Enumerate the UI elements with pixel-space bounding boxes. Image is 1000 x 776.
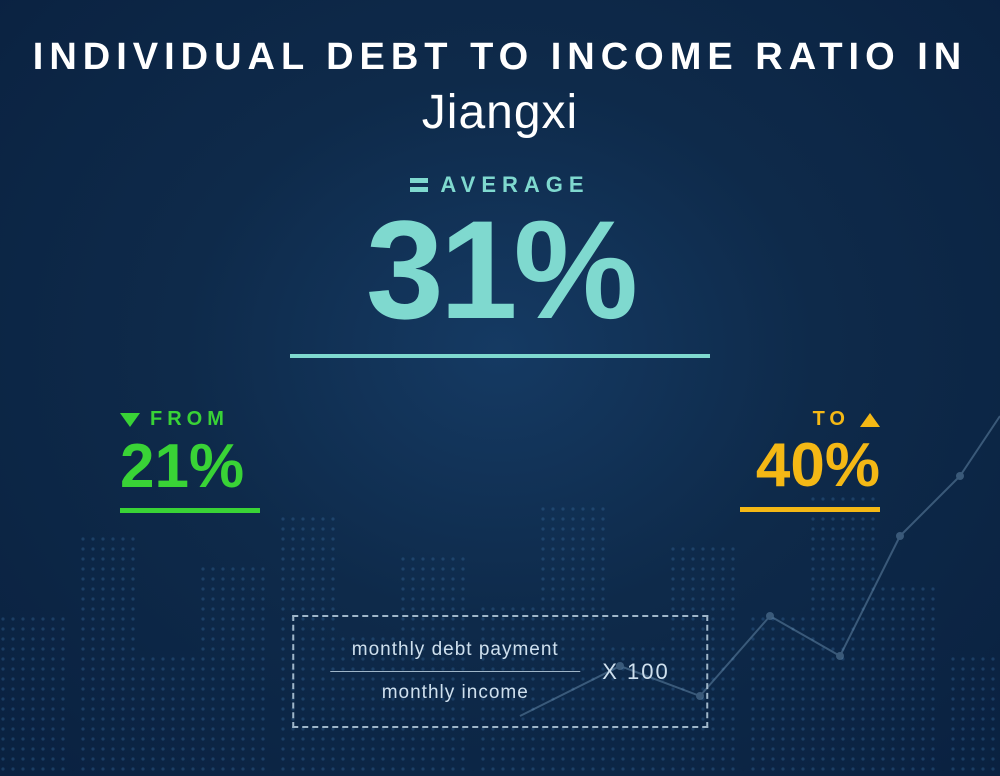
to-label-row: TO [813, 408, 880, 431]
equals-icon [410, 178, 428, 192]
from-value: 21% [120, 436, 260, 498]
triangle-down-icon [120, 413, 140, 427]
to-underline [740, 507, 880, 512]
content-wrapper: INDIVIDUAL DEBT TO INCOME RATIO IN Jiang… [0, 0, 1000, 776]
title-block: INDIVIDUAL DEBT TO INCOME RATIO IN Jiang… [0, 0, 1000, 140]
title-line-1: INDIVIDUAL DEBT TO INCOME RATIO IN [0, 36, 1000, 79]
average-block: AVERAGE 31% [0, 170, 1000, 358]
formula-box: monthly debt payment monthly income X 10… [292, 615, 708, 728]
from-label: FROM [150, 408, 229, 431]
from-label-row: FROM [120, 408, 229, 431]
title-line-2: Jiangxi [0, 85, 1000, 140]
formula-fraction: monthly debt payment monthly income [330, 635, 580, 708]
range-row: FROM 21% TO 40% [0, 408, 1000, 513]
formula-numerator: monthly debt payment [346, 635, 565, 665]
triangle-up-icon [860, 413, 880, 427]
formula-multiplier: X 100 [602, 659, 670, 685]
from-block: FROM 21% [120, 408, 260, 513]
average-underline [290, 354, 710, 358]
to-label: TO [813, 408, 850, 431]
to-block: TO 40% [740, 408, 880, 513]
from-underline [120, 508, 260, 513]
formula-denominator: monthly income [376, 678, 535, 708]
to-value: 40% [740, 435, 880, 497]
fraction-bar [330, 671, 580, 672]
average-value: 31% [0, 200, 1000, 340]
